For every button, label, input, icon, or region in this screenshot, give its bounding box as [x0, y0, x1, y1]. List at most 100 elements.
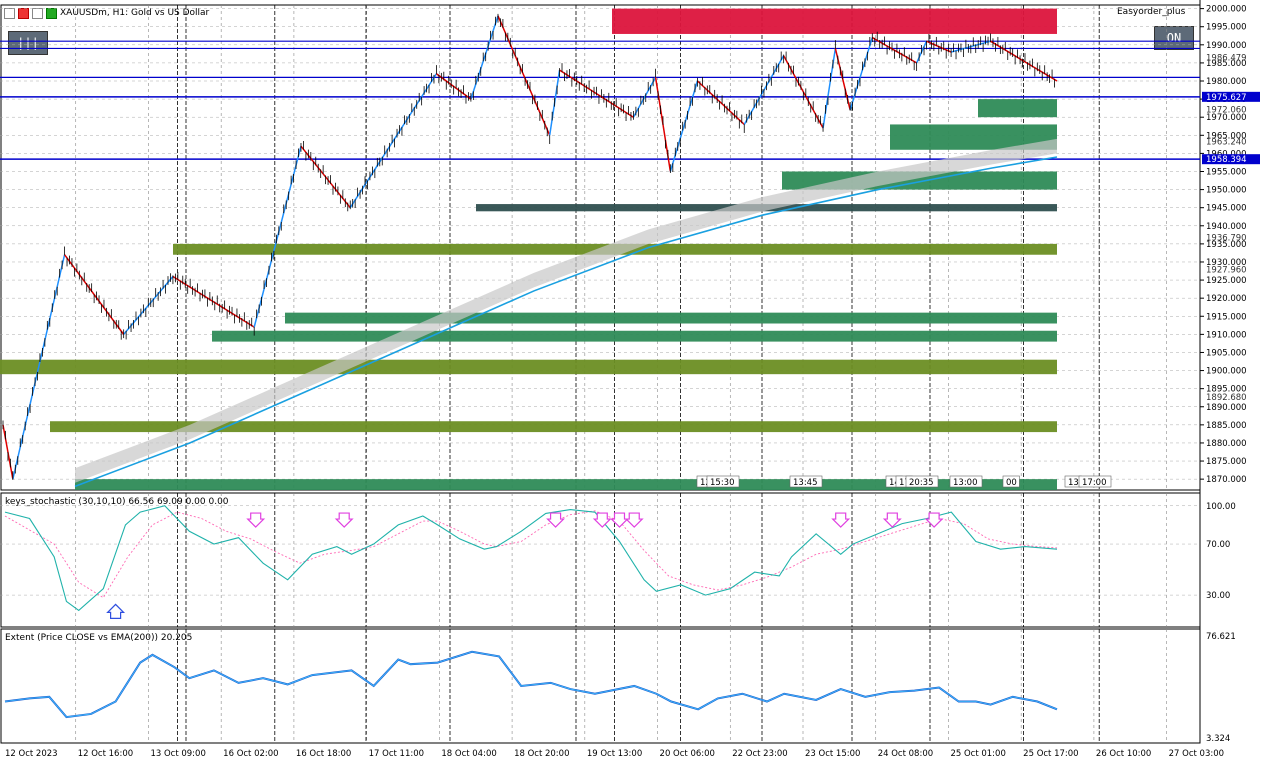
x-axis-label: 16 Oct 02:00: [223, 749, 278, 759]
x-axis-label: 23 Oct 15:00: [805, 749, 860, 759]
chart-header: XAUUSDm, H1: Gold vs US Dollar: [4, 6, 209, 20]
level-tag-label: 1975.627: [1206, 93, 1247, 103]
time-tag: [905, 475, 939, 488]
y-axis-label: 1870.000: [1206, 475, 1247, 485]
down-arrow-icon: [831, 512, 851, 528]
stochastic-title: keys_stochastic (30,10,10) 66.56 69.09 0…: [5, 497, 229, 507]
x-axis-label: 24 Oct 08:00: [878, 749, 933, 759]
y-axis-label: 1940.000: [1206, 222, 1247, 232]
y-axis-label: 1885.000: [1206, 421, 1247, 431]
x-axis-label: 22 Oct 23:00: [732, 749, 787, 759]
time-tag-label: 17:00: [1082, 478, 1107, 488]
zone-rect: [285, 312, 1057, 324]
down-arrow-icon: [334, 512, 354, 528]
x-axis-label: 13 Oct 09:00: [150, 749, 205, 759]
zone-rect: [50, 421, 1057, 433]
zigzag-down-leg: [172, 275, 255, 328]
down-arrow-icon: [610, 512, 629, 528]
y-axis-label: 1925.000: [1206, 276, 1247, 286]
y-axis-label: 1990.000: [1206, 41, 1247, 51]
y-axis-label: 1915.000: [1206, 312, 1247, 322]
up-arrow-icon: [106, 603, 126, 620]
zigzag-down-leg: [990, 40, 1058, 82]
time-tag-label: 13:00: [953, 478, 978, 488]
time-tag-label: 14: [889, 478, 900, 488]
zigzag-up-leg: [470, 15, 499, 100]
panel-toggle-button[interactable]: |||: [8, 31, 48, 55]
x-axis-label: 19 Oct 13:00: [587, 749, 642, 759]
x-axis-label: 18 Oct 20:00: [514, 749, 569, 759]
down-arrow-icon: [546, 512, 566, 528]
time-tag: [949, 475, 983, 488]
down-arrow-icon: [246, 512, 266, 528]
price-label: 1927.960: [1206, 265, 1247, 275]
time-tag: [789, 475, 823, 488]
zone-rect: [75, 479, 1057, 490]
panel-frame-2: [0, 628, 1201, 744]
y-axis-label: 1955.000: [1206, 167, 1247, 177]
window-icon: [4, 7, 15, 19]
zigzag-up-leg: [253, 145, 302, 328]
price-label: 1972.060: [1206, 106, 1247, 116]
time-tag-label: 15:30: [710, 478, 735, 488]
zigzag-up-leg: [849, 37, 874, 111]
y-axis-label: 1920.000: [1206, 294, 1247, 304]
time-tag: [1002, 475, 1020, 488]
time-tag: [706, 475, 740, 488]
buy-icon[interactable]: [46, 7, 57, 19]
y-axis-label: 1905.000: [1206, 348, 1247, 358]
zone-rect: [212, 330, 1057, 342]
zigzag-up-leg: [349, 73, 438, 209]
zigzag-up-leg: [12, 254, 66, 480]
stoch-signal-line: [4, 510, 1058, 599]
y-axis-label: 1945.000: [1206, 204, 1247, 214]
y-axis-label: 1950.000: [1206, 186, 1247, 196]
grid-icon[interactable]: [32, 7, 43, 19]
x-axis-label: 16 Oct 18:00: [296, 749, 351, 759]
zone-rect: [612, 8, 1057, 34]
zigzag-down-leg: [696, 80, 745, 125]
x-axis-label: 25 Oct 01:00: [950, 749, 1005, 759]
sell-icon[interactable]: [18, 7, 29, 19]
down-arrow-icon: [924, 512, 944, 528]
time-tag-label: 20:35: [909, 478, 934, 488]
y-axis-label: 1930.000: [1206, 258, 1247, 268]
extent-highlight: [4, 651, 1058, 718]
down-arrow-icon: [592, 512, 612, 528]
y-axis-label: 2000.000: [1206, 5, 1247, 15]
x-axis-label: 12 Oct 16:00: [78, 749, 133, 759]
y-axis-label: 1875.000: [1206, 457, 1247, 467]
x-axis-label: 20 Oct 06:00: [660, 749, 715, 759]
ema-line: [74, 156, 1058, 488]
time-tag-label: 13:45: [793, 478, 818, 488]
y-axis-label: 1995.000: [1206, 23, 1247, 33]
level-tag: [1202, 154, 1260, 165]
y-axis-label: 1970.000: [1206, 113, 1247, 123]
price-label: 1986.479: [1206, 53, 1247, 63]
extent-line: [4, 650, 1058, 719]
price-label: 1936.790: [1206, 233, 1247, 243]
zigzag-up-leg: [632, 77, 657, 118]
stoch-main-line: [4, 505, 1058, 612]
level-tag: [1202, 91, 1260, 102]
x-axis-label: 25 Oct 17:00: [1023, 749, 1078, 759]
time-tag-label: 17: [899, 478, 910, 488]
stoch-y-label: 100.00: [1206, 502, 1236, 512]
extent-y-label: 76.621: [1206, 632, 1236, 642]
stoch-y-label: 30.00: [1206, 591, 1230, 601]
price-label: 1963.240: [1206, 138, 1247, 148]
stoch-y-label: 70.00: [1206, 540, 1230, 550]
y-axis-label: 1880.000: [1206, 439, 1247, 449]
zigzag-down-leg: [497, 15, 551, 136]
y-axis-label: 1965.000: [1206, 131, 1247, 141]
x-axis-label: 27 Oct 03:00: [1169, 749, 1224, 759]
y-axis-label: 1890.000: [1206, 403, 1247, 413]
zone-rect: [978, 99, 1057, 118]
extent-title: Extent (Price CLOSE vs EMA(200)) 20.205: [5, 633, 193, 643]
x-axis-label: 12 Oct 2023: [5, 749, 58, 759]
time-tag-label: 00: [1006, 478, 1017, 488]
y-axis-label: 1900.000: [1206, 367, 1247, 377]
chart-title: XAUUSDm, H1: Gold vs US Dollar: [60, 8, 210, 18]
price-label: 1892.680: [1206, 393, 1247, 403]
